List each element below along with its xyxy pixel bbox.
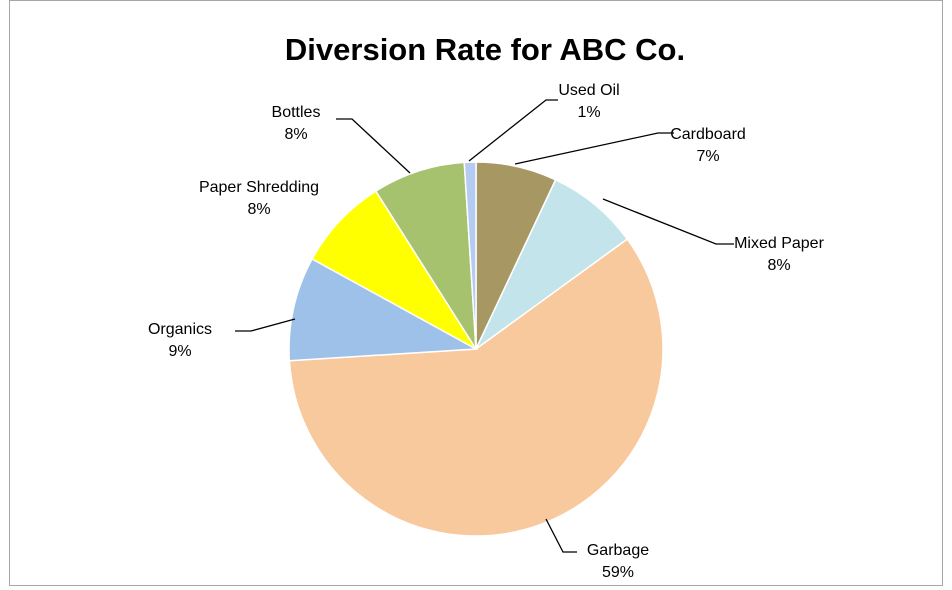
label-value-mixed-paper: 8%: [767, 257, 790, 274]
slice-organics: [288, 257, 479, 362]
label-value-bottles: 8%: [284, 126, 307, 143]
pie-chart: Diversion Rate for ABC Co. Cardboard 7% Mi…: [148, 32, 825, 581]
label-value-used-oil: 1%: [577, 104, 600, 121]
leader-line-used-oil: [468, 99, 558, 162]
label-name-paper-shredding: Paper Shredding: [199, 179, 319, 196]
label-name-used-oil: Used Oil: [558, 82, 619, 99]
slice-mixed-paper: [475, 178, 629, 350]
leader-lines: [235, 99, 734, 553]
leader-line-mixed-paper: [602, 198, 734, 245]
label-value-garbage: 59%: [602, 564, 634, 581]
slice-used-oil: [463, 161, 477, 350]
chart-area: Diversion Rate for ABC Co. Cardboard 7% Mi…: [9, 0, 943, 586]
leader-line-bottles: [336, 118, 411, 174]
leader-line-cardboard: [514, 132, 674, 165]
label-name-mixed-paper: Mixed Paper: [734, 235, 824, 252]
pie-slices: [288, 161, 664, 537]
label-name-organics: Organics: [148, 321, 212, 338]
slice-garbage: [288, 238, 664, 537]
label-value-paper-shredding: 8%: [247, 201, 270, 218]
slice-bottles: [374, 161, 477, 350]
data-labels: Cardboard 7% Mixed Paper 8% Garbage 59% Organi…: [148, 82, 825, 581]
label-name-garbage: Garbage: [587, 542, 649, 559]
leader-line-organics: [235, 318, 296, 332]
chart-title: Diversion Rate for ABC Co.: [285, 32, 685, 67]
leader-line-garbage: [545, 518, 577, 553]
label-value-cardboard: 7%: [696, 148, 719, 165]
label-name-bottles: Bottles: [272, 104, 321, 121]
slice-paper-shredding: [311, 190, 477, 350]
label-name-cardboard: Cardboard: [670, 126, 746, 143]
label-value-organics: 9%: [168, 343, 191, 360]
